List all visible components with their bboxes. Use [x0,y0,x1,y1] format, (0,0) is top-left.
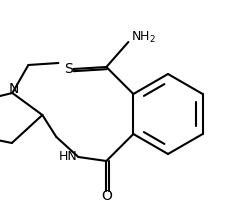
Text: HN: HN [59,149,77,162]
Text: N: N [8,82,19,96]
Text: NH$_2$: NH$_2$ [131,29,156,45]
Text: O: O [101,190,112,203]
Text: S: S [64,62,73,76]
